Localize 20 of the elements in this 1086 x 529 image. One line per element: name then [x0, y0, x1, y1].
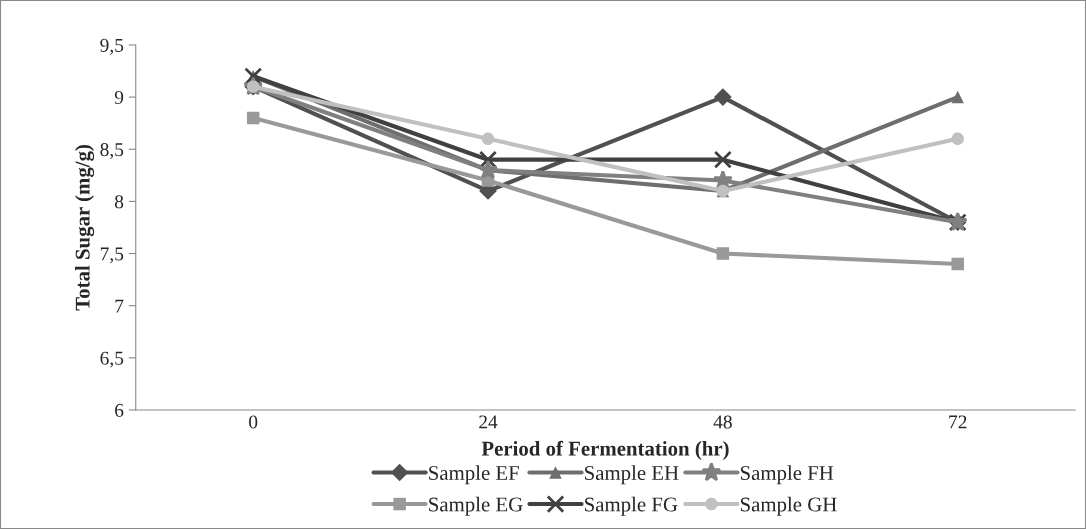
legend-label: Sample EH [585, 465, 679, 485]
y-tick-label: 6 [115, 403, 124, 417]
legend-label: Sample EG [429, 496, 523, 516]
y-axis-title: Total Sugar (mg/g) [75, 145, 95, 311]
x-axis-title: Period of Fermentation (hr) [481, 440, 729, 460]
legend-label: Sample GH [740, 496, 837, 516]
y-tick-label: 7,5 [100, 247, 124, 264]
y-tick-label: 8 [114, 195, 124, 209]
x-tick-label: 24 [479, 415, 498, 429]
y-tick-label: 7 [115, 299, 124, 313]
x-tick-label: 48 [713, 415, 732, 429]
x-tick-label: 72 [949, 415, 967, 429]
legend-label: Sample FG [585, 496, 678, 516]
y-tick-label: 6,5 [100, 351, 124, 368]
y-tick-label: 9,5 [100, 38, 124, 55]
y-tick-label: 8,5 [100, 143, 124, 159]
legend-label: Sample EF [429, 465, 520, 485]
y-tick-label: 9 [114, 90, 124, 105]
x-tick-label: 0 [249, 415, 258, 429]
legend-label: Sample FH [740, 465, 834, 485]
